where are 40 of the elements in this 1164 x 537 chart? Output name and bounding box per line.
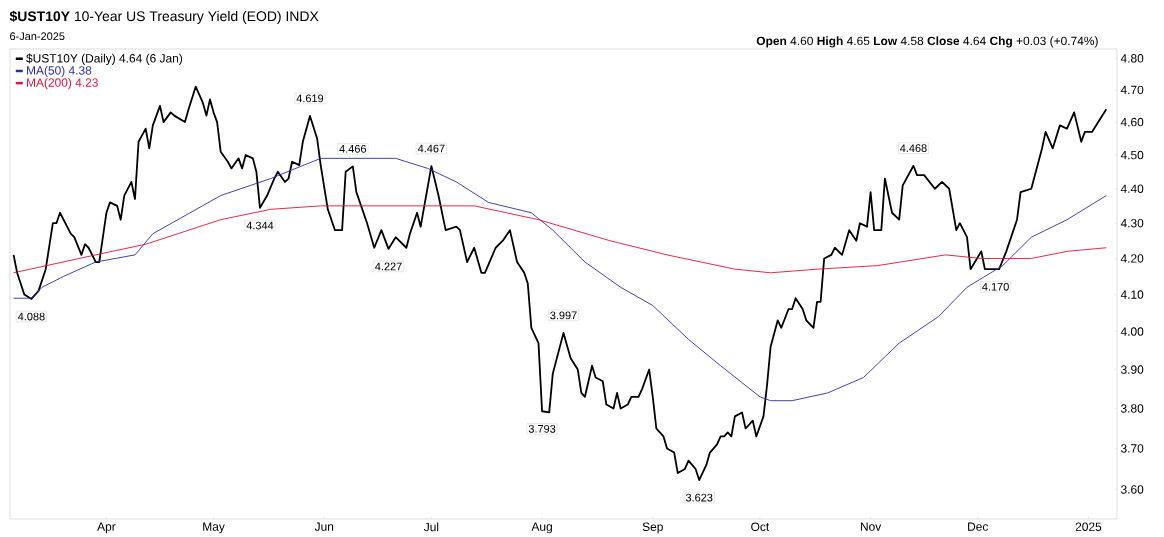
annotation: 4.344	[246, 221, 274, 230]
annotation: 4.619	[296, 94, 324, 103]
y-tick-label: 3.90	[1120, 365, 1144, 374]
y-tick-label: 3.60	[1120, 485, 1144, 494]
y-tick-label: 3.80	[1120, 404, 1144, 413]
legend-label: MA(50) 4.38	[27, 65, 92, 78]
y-tick-label: 4.30	[1120, 218, 1144, 228]
y-tick-label: 4.70	[1120, 85, 1144, 95]
annotation: 4.170	[982, 282, 1009, 291]
annotation: 4.468	[899, 144, 927, 153]
x-tick-label: Apr	[97, 522, 116, 534]
y-tick-label: 4.40	[1120, 184, 1144, 193]
x-tick-label: 2025	[1075, 522, 1102, 531]
x-tick-label: May	[203, 522, 225, 534]
annotation: 4.467	[417, 144, 445, 153]
y-tick-label: 4.50	[1120, 150, 1144, 160]
y-tick-label: 4.60	[1120, 117, 1144, 127]
y-tick-label: 4.10	[1120, 290, 1144, 299]
y-tick-label: 4.20	[1120, 254, 1144, 263]
y-tick-label: 3.70	[1120, 444, 1144, 453]
chart-subtitle: 6-Jan-2025	[10, 32, 65, 41]
y-tick-label: 4.00	[1120, 327, 1144, 336]
x-tick-label: Aug	[531, 522, 552, 534]
x-tick-label: Nov	[860, 522, 882, 531]
legend-label: MA(200) 4.23	[27, 78, 98, 90]
x-tick-label: Jul	[423, 522, 439, 532]
annotation: 4.227	[375, 262, 402, 271]
annotation: 4.088	[17, 312, 45, 321]
annotation: 3.997	[550, 311, 577, 320]
x-tick-label: Dec	[968, 522, 989, 531]
annotation: 4.466	[339, 144, 367, 153]
annotation: 3.793	[528, 424, 556, 433]
y-tick-label: 4.80	[1120, 54, 1144, 63]
chart-title: $UST10Y 10-Year US Treasury Yield (EOD) INDX	[9, 10, 319, 24]
x-tick-label: Jun	[314, 522, 334, 531]
annotation: 3.623	[685, 493, 713, 502]
legend-label: $UST10Y (Daily) 4.64 (6 Jan)	[26, 53, 183, 65]
x-tick-label: Sep	[642, 522, 663, 534]
text: Open 4.60 High 4.65 Low 4.58 Close 4.64 Chg +0.03 (+0.74%)	[756, 36, 1098, 48]
x-tick-label: Oct	[751, 522, 770, 531]
